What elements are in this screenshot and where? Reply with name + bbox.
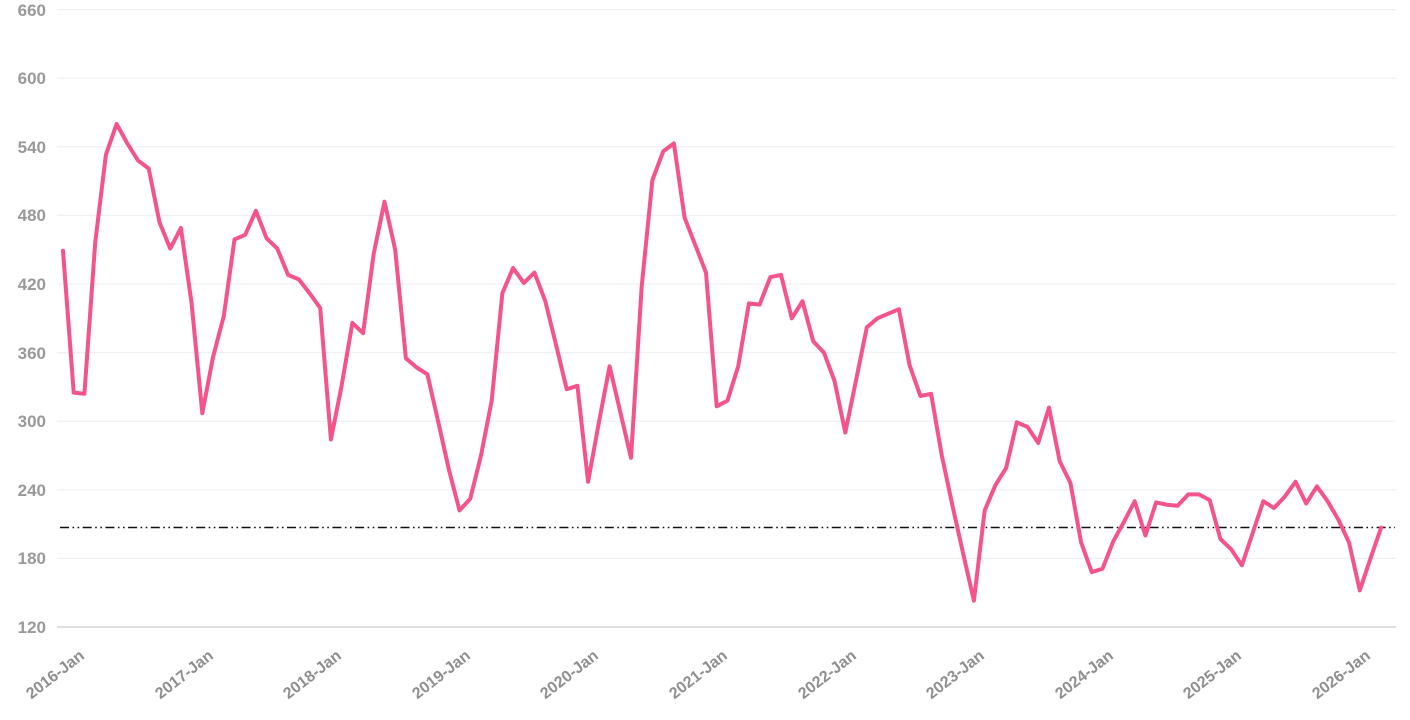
gridlines xyxy=(57,8,1396,628)
y-axis-label-420: 420 xyxy=(17,275,46,294)
y-axis-label-180: 180 xyxy=(17,549,46,568)
y-axis-label-240: 240 xyxy=(17,481,46,500)
price-line xyxy=(61,121,1384,603)
y-axis-label-480: 480 xyxy=(17,206,46,225)
y-axis-label-540: 540 xyxy=(17,138,46,157)
y-axis-label-600: 600 xyxy=(17,69,46,88)
y-axis-label-660: 660 xyxy=(17,1,46,20)
y-axis-label-360: 360 xyxy=(17,344,46,363)
y-axis-label-120: 120 xyxy=(17,618,46,637)
y-axis-label-300: 300 xyxy=(17,412,46,431)
